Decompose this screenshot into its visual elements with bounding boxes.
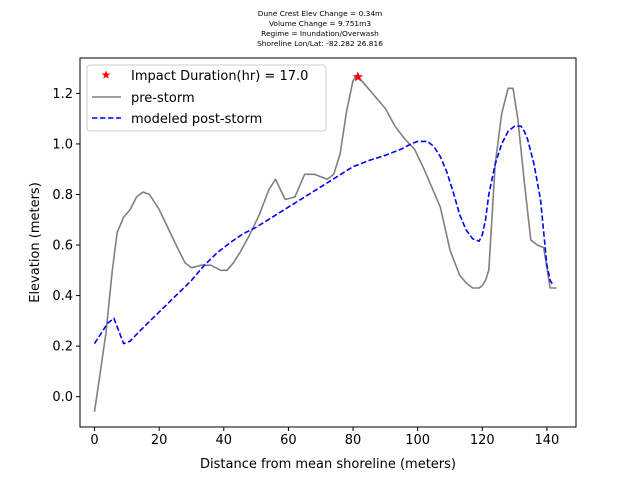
axis-ticks: 0 20 40 60 80 100 120 140 0.0 0.2 0.4 0.6 0.8 1.0 1.2 <box>52 87 559 448</box>
x-tick-label: 100 <box>405 433 430 448</box>
legend-entry-pre-storm: pre-storm <box>131 91 195 106</box>
x-tick-label: 0 <box>90 433 98 448</box>
title-line-regime: Regime = Inundation/Overwash <box>261 29 379 38</box>
y-tick-label: 1.0 <box>52 137 73 152</box>
y-tick-label: 0.2 <box>52 340 73 355</box>
axes-frame <box>79 57 577 428</box>
title-line-dune-crest: Dune Crest Elev Change = 0.34m <box>257 9 383 18</box>
y-tick-label: 0.0 <box>52 390 73 405</box>
plot-layer <box>93 71 557 412</box>
legend: Impact Duration(hr) = 17.0 pre-storm mod… <box>86 64 327 132</box>
legend-entry-post-storm: modeled post-storm <box>131 112 262 127</box>
x-tick-label: 60 <box>280 433 297 448</box>
y-tick-label: 0.8 <box>52 188 73 203</box>
x-tick-label: 40 <box>216 433 233 448</box>
y-tick-label: 0.6 <box>52 239 73 254</box>
y-tick-label: 1.2 <box>52 87 73 102</box>
x-tick-label: 20 <box>151 433 168 448</box>
y-tick-label: 0.4 <box>52 289 73 304</box>
legend-star-icon <box>101 70 111 79</box>
x-tick-label: 140 <box>535 433 560 448</box>
series-line-pre-storm <box>93 74 557 412</box>
legend-box <box>86 64 327 132</box>
impact-marker-star <box>352 71 364 82</box>
x-axis-label: Distance from mean shoreline (meters) <box>200 457 456 472</box>
chart-title: Dune Crest Elev Change = 0.34m Volume Ch… <box>257 9 383 49</box>
legend-entry-impact-duration: Impact Duration(hr) = 17.0 <box>131 69 308 84</box>
y-axis-label: Elevation (meters) <box>28 182 43 303</box>
title-line-volume: Volume Change = 9.751m3 <box>268 19 372 28</box>
x-tick-label: 120 <box>470 433 495 448</box>
x-tick-label: 80 <box>345 433 362 448</box>
series-line-modeled-post-storm <box>93 125 555 345</box>
title-line-shoreline: Shoreline Lon/Lat: -82.282 26.816 <box>257 39 383 48</box>
